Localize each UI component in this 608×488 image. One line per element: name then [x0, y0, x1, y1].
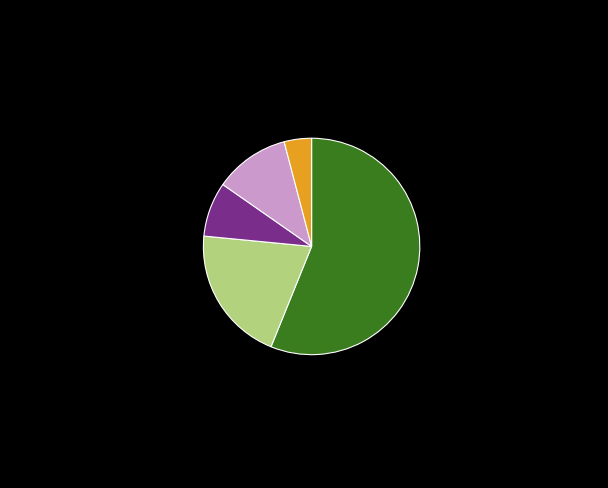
Wedge shape: [271, 138, 420, 355]
Wedge shape: [204, 236, 311, 347]
Wedge shape: [204, 184, 311, 246]
Wedge shape: [284, 138, 312, 246]
Wedge shape: [223, 142, 311, 246]
